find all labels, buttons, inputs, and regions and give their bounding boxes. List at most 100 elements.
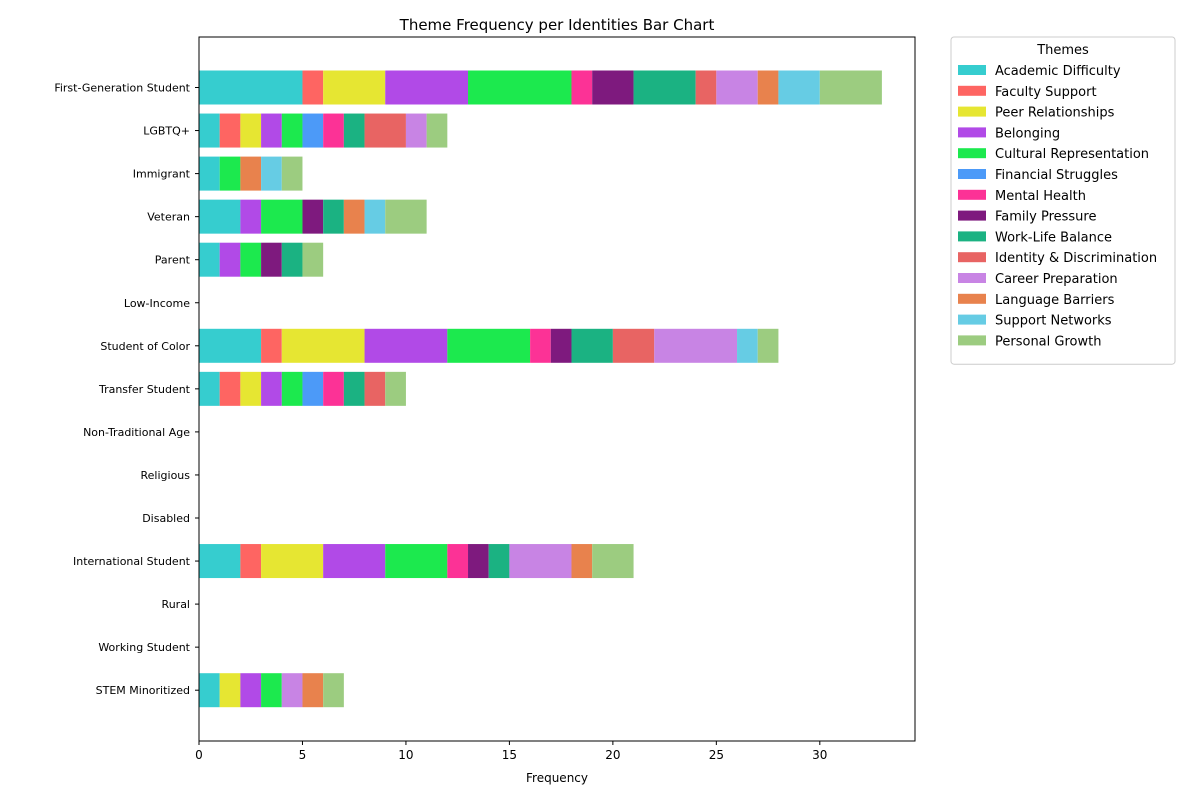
bar-segment xyxy=(468,544,489,579)
bar-segment xyxy=(343,371,365,406)
legend-entry-label: Cultural Representation xyxy=(995,147,1149,162)
y-tick-label: Student of Color xyxy=(100,340,190,353)
y-tick-label: Rural xyxy=(162,598,190,611)
bar-segment xyxy=(219,113,241,148)
bar-segment xyxy=(240,544,262,579)
bar-segment xyxy=(199,70,303,105)
y-tick-label: Working Student xyxy=(98,641,190,654)
x-tick-label: 20 xyxy=(605,748,620,762)
bar-segment xyxy=(240,371,262,406)
legend-swatch xyxy=(958,252,986,263)
legend-entry-label: Faculty Support xyxy=(995,85,1097,100)
legend-swatch xyxy=(958,231,986,242)
legend-entry-label: Personal Growth xyxy=(995,334,1101,349)
bar-segment xyxy=(199,113,220,148)
legend-entry-label: Peer Relationships xyxy=(995,106,1115,121)
bar-segment xyxy=(261,371,282,406)
bar-segment xyxy=(281,328,365,363)
legend-entry-label: Mental Health xyxy=(995,189,1086,204)
legend-swatch xyxy=(958,335,986,346)
bar-segment xyxy=(488,544,510,579)
bar-segment xyxy=(716,70,758,105)
bar-segment xyxy=(199,242,220,277)
x-tick-label: 5 xyxy=(299,748,307,762)
bar-segment xyxy=(323,199,344,234)
bar-segment xyxy=(219,371,241,406)
bar-segment xyxy=(592,70,634,105)
bar-segment xyxy=(302,673,324,708)
bar-segment xyxy=(778,70,820,105)
bar-segment xyxy=(343,199,365,234)
legend-frame xyxy=(950,36,1176,365)
bar-segment xyxy=(447,544,469,579)
bar-segment xyxy=(240,242,262,277)
bar-segment xyxy=(612,328,655,363)
legend-entry-label: Career Preparation xyxy=(995,272,1118,287)
bar-segment xyxy=(323,70,386,105)
bar-segment xyxy=(302,371,324,406)
y-tick-label: Immigrant xyxy=(133,168,191,181)
x-tick-label: 30 xyxy=(812,748,827,762)
legend-entry-label: Support Networks xyxy=(995,314,1112,329)
legend-entry-label: Financial Struggles xyxy=(995,168,1118,183)
bar-segment xyxy=(654,328,738,363)
bar-segment xyxy=(240,113,262,148)
bar-segment xyxy=(405,113,427,148)
x-tick-label: 10 xyxy=(398,748,413,762)
legend-title: Themes xyxy=(1036,43,1089,58)
legend-swatch xyxy=(958,293,986,304)
bar-segment xyxy=(364,199,386,234)
bar-segment xyxy=(385,199,427,234)
bar-segment xyxy=(364,113,406,148)
legend-swatch xyxy=(958,85,986,96)
bar-segment xyxy=(323,113,344,148)
bar-segment xyxy=(447,328,531,363)
bar-segment xyxy=(281,156,303,191)
bar-segment xyxy=(219,156,241,191)
bar-segment xyxy=(385,371,406,406)
bar-segment xyxy=(385,70,469,105)
y-tick-label: Non-Traditional Age xyxy=(83,426,190,439)
bar-segment xyxy=(261,156,282,191)
legend: Themes Academic Difficulty Faculty Suppor… xyxy=(950,36,1176,365)
legend-entry-label: Belonging xyxy=(995,126,1060,141)
bar-segment xyxy=(261,544,324,579)
bar-segment xyxy=(737,328,758,363)
bar-segment xyxy=(468,70,572,105)
y-tick-label: Veteran xyxy=(147,211,190,224)
legend-entry-label: Family Pressure xyxy=(995,210,1096,225)
legend-swatch xyxy=(958,314,986,325)
y-tick-label: Religious xyxy=(141,469,191,482)
bar-segment xyxy=(281,242,303,277)
bar-segment xyxy=(364,371,386,406)
bar-segment xyxy=(509,544,572,579)
bar-segment xyxy=(199,328,262,363)
bars-layer xyxy=(199,70,882,708)
bar-segment xyxy=(281,673,303,708)
bar-segment xyxy=(261,113,282,148)
legend-swatch xyxy=(958,210,986,221)
x-tick-label: 0 xyxy=(195,748,203,762)
bar-segment xyxy=(550,328,572,363)
x-axis-label: Frequency xyxy=(526,771,588,785)
bar-segment xyxy=(219,242,241,277)
legend-swatch xyxy=(958,65,986,75)
bar-segment xyxy=(385,544,448,579)
bar-segment xyxy=(240,199,262,234)
y-tick-label: International Student xyxy=(73,555,191,568)
bar-segment xyxy=(302,242,324,277)
bar-segment xyxy=(261,199,303,234)
bar-segment xyxy=(530,328,551,363)
x-tick-label: 15 xyxy=(502,748,517,762)
bar-segment xyxy=(819,70,882,105)
bar-segment xyxy=(757,70,779,105)
bar-segment xyxy=(302,199,324,234)
bar-segment xyxy=(302,70,324,105)
bar-segment xyxy=(240,156,262,191)
y-tick-label: STEM Minoritized xyxy=(96,684,190,697)
legend-swatch xyxy=(958,106,986,117)
bar-segment xyxy=(323,544,386,579)
bar-segment xyxy=(364,328,448,363)
bar-segment xyxy=(757,328,779,363)
